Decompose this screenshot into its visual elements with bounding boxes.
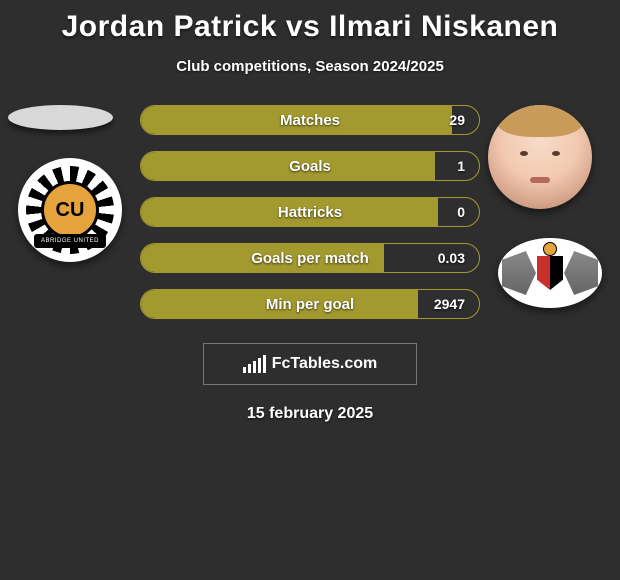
crest-left-initials: CU xyxy=(41,181,99,239)
stat-value: 0 xyxy=(457,198,465,226)
stat-value: 1 xyxy=(457,152,465,180)
footer-date: 15 february 2025 xyxy=(0,405,620,423)
stat-row: Goals 1 xyxy=(140,151,480,181)
stat-row: Min per goal 2947 xyxy=(140,289,480,319)
stat-value: 29 xyxy=(449,106,465,134)
brand-box[interactable]: FcTables.com xyxy=(203,343,417,385)
stat-rows-container: Matches 29 Goals 1 Hattricks 0 Goals per… xyxy=(140,105,480,335)
stat-row: Matches 29 xyxy=(140,105,480,135)
brand-text: FcTables.com xyxy=(272,355,378,373)
club-crest-left: CU ABRIDGE UNITED xyxy=(18,158,122,262)
club-crest-right xyxy=(498,238,602,308)
page-subtitle: Club competitions, Season 2024/2025 xyxy=(0,58,620,75)
stat-label: Goals per match xyxy=(141,244,479,272)
stat-label: Matches xyxy=(141,106,479,134)
player-right-avatar xyxy=(488,105,592,209)
stat-label: Goals xyxy=(141,152,479,180)
stat-row: Hattricks 0 xyxy=(140,197,480,227)
stat-value: 0.03 xyxy=(438,244,465,272)
stat-label: Min per goal xyxy=(141,290,479,318)
stat-label: Hattricks xyxy=(141,198,479,226)
page-title: Jordan Patrick vs Ilmari Niskanen xyxy=(0,0,620,44)
crest-left-banner: ABRIDGE UNITED xyxy=(34,234,106,248)
stat-row: Goals per match 0.03 xyxy=(140,243,480,273)
brand-bars-icon xyxy=(243,355,266,373)
stat-value: 2947 xyxy=(434,290,465,318)
player-left-avatar-placeholder xyxy=(8,105,113,130)
